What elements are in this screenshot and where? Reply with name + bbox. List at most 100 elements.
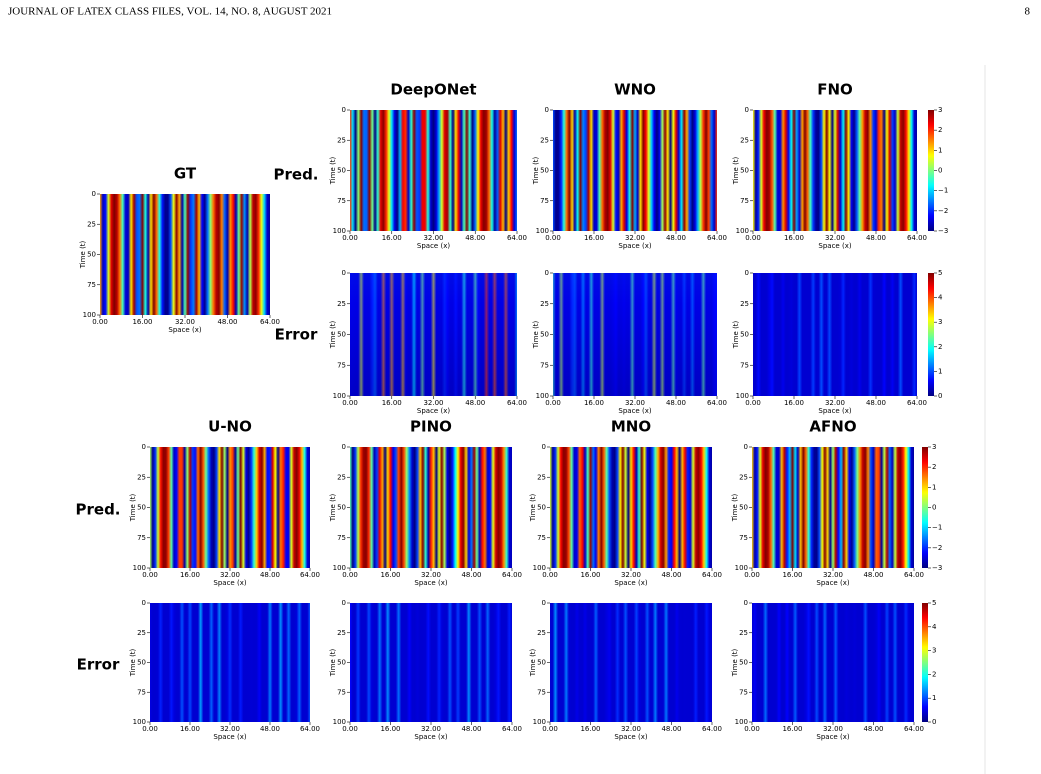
y-tick-label: 100 [736,227,749,235]
y-tick-label: 50 [337,331,346,339]
colorbar-tick-label: −3 [938,227,948,235]
y-tick-label: 100 [333,564,346,572]
x-tick-label: 48.00 [661,571,681,579]
x-axis-label: Space (x) [414,579,447,587]
y-tick-label: 0 [92,190,96,198]
heatmap [752,603,914,722]
colorbar-tick-label: 5 [938,269,942,277]
heatmap [753,110,917,231]
y-tick-label: 25 [537,629,546,637]
x-tick-label: 16.00 [782,725,802,733]
y-tick-label: 0 [744,443,748,451]
y-tick-label: 75 [740,361,749,369]
y-tick-label: 0 [342,106,346,114]
x-tick-label: 48.00 [461,571,481,579]
x-tick-label: 16.00 [380,725,400,733]
row-label: Pred. [76,501,121,519]
y-tick-label: 75 [137,534,146,542]
heatmap [350,603,512,722]
colorbar-tick-label: 1 [938,146,942,154]
colorbar-tick-label: 3 [932,647,936,655]
colorbar-tick-label: 1 [938,367,942,375]
y-tick-label: 75 [739,688,748,696]
x-tick-label: 0.00 [342,725,358,733]
x-tick-label: 64.00 [300,725,320,733]
x-tick-label: 32.00 [825,399,845,407]
x-tick-label: 32.00 [621,571,641,579]
x-tick-label: 16.00 [382,234,402,242]
y-tick-label: 25 [87,220,96,228]
heatmap-shade [553,273,717,396]
y-tick-label: 100 [333,392,346,400]
y-tick-label: 0 [342,599,346,607]
heatmap-shade [350,273,517,396]
y-tick-label: 50 [537,659,546,667]
x-axis-label: Space (x) [816,579,849,587]
x-axis-label: Space (x) [417,242,450,250]
x-axis-label: Space (x) [614,579,647,587]
y-tick-label: 50 [739,659,748,667]
y-tick-label: 75 [540,361,549,369]
y-tick-label: 25 [137,473,146,481]
y-axis-label: Time (t) [732,156,740,185]
x-tick-label: 48.00 [866,234,886,242]
y-tick-label: 25 [739,629,748,637]
y-tick-label: 75 [337,688,346,696]
y-tick-label: 50 [137,504,146,512]
y-tick-label: 50 [337,659,346,667]
x-tick-label: 48.00 [666,399,686,407]
x-tick-label: 0.00 [545,234,561,242]
y-tick-label: 100 [83,311,96,319]
x-tick-label: 64.00 [300,571,320,579]
x-tick-label: 32.00 [823,571,843,579]
x-tick-label: 16.00 [382,399,402,407]
colorbar-tick-label: 2 [938,126,942,134]
running-header: JOURNAL OF LATEX CLASS FILES, VOL. 14, N… [8,6,332,18]
x-tick-label: 48.00 [666,234,686,242]
y-tick-label: 100 [533,718,546,726]
x-tick-label: 0.00 [92,318,108,326]
x-axis-label: Space (x) [213,733,246,741]
y-axis-label: Time (t) [329,648,337,677]
y-axis-label: Time (t) [532,156,540,185]
x-tick-label: 48.00 [465,234,485,242]
x-tick-label: 16.00 [132,318,152,326]
x-tick-label: 16.00 [782,571,802,579]
x-tick-label: 32.00 [621,725,641,733]
colorbar-tick-label: 5 [932,599,936,607]
colorbar-tick-label: −1 [932,524,942,532]
y-tick-label: 100 [133,564,146,572]
colorbar-tick-label: 0 [938,392,942,400]
y-axis-label: Time (t) [129,648,137,677]
x-tick-label: 0.00 [142,725,158,733]
x-axis-label: Space (x) [818,407,851,415]
colorbar-tick-label: −1 [938,187,948,195]
y-axis-label: Time (t) [129,493,137,522]
colorbar [928,110,934,231]
y-tick-label: 50 [337,504,346,512]
y-tick-label: 25 [740,136,749,144]
x-tick-label: 32.00 [421,725,441,733]
x-tick-label: 16.00 [580,725,600,733]
y-axis-label: Time (t) [731,648,739,677]
heatmap [550,603,712,722]
x-tick-label: 48.00 [863,725,883,733]
y-tick-label: 0 [744,599,748,607]
x-tick-label: 32.00 [823,725,843,733]
y-tick-label: 75 [337,361,346,369]
x-tick-label: 32.00 [625,399,645,407]
x-tick-label: 0.00 [542,571,558,579]
y-tick-label: 100 [533,564,546,572]
x-tick-label: 64.00 [702,725,722,733]
colorbar [922,603,928,722]
x-tick-label: 48.00 [866,399,886,407]
y-tick-label: 0 [745,269,749,277]
colorbar-tick-label: 3 [938,318,942,326]
x-tick-label: 0.00 [545,399,561,407]
x-tick-label: 16.00 [784,234,804,242]
x-tick-label: 64.00 [907,234,927,242]
y-tick-label: 50 [337,167,346,175]
y-tick-label: 100 [333,227,346,235]
x-tick-label: 64.00 [707,399,727,407]
x-tick-label: 32.00 [220,725,240,733]
